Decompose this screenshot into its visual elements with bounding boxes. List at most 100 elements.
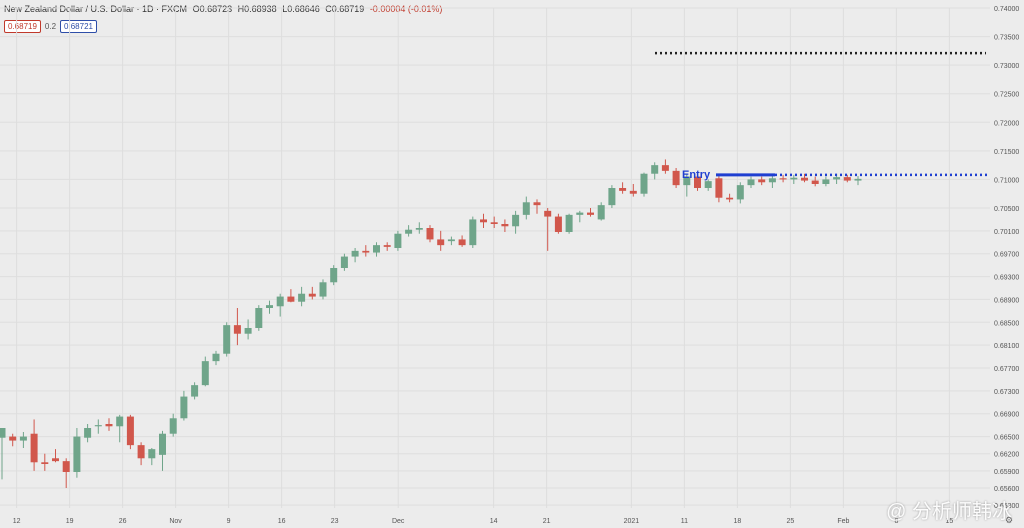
candle-body	[822, 179, 830, 184]
candle-body	[437, 239, 445, 246]
symbol-title: New Zealand Dollar / U.S. Dollar · 1D · …	[4, 4, 188, 14]
candle-body	[169, 418, 177, 434]
candle	[597, 202, 605, 221]
candle-body	[41, 462, 49, 464]
sell-button[interactable]: 0.68719	[4, 20, 41, 33]
y-tick-label: 0.70500	[994, 206, 1019, 213]
x-tick-label: 21	[543, 518, 551, 525]
candle	[126, 414, 134, 450]
candle	[736, 182, 744, 204]
candle-body	[512, 214, 520, 227]
candle	[544, 208, 552, 251]
candle	[308, 286, 316, 300]
candle-body	[223, 325, 231, 354]
open-value: O0.68723	[192, 4, 233, 14]
candle	[426, 225, 434, 243]
candle	[651, 162, 659, 180]
x-tick-label: 9	[227, 518, 231, 525]
candle	[362, 245, 370, 257]
candle-body	[287, 296, 295, 302]
candle	[501, 219, 509, 232]
y-tick-label: 0.68900	[994, 297, 1019, 304]
candle	[223, 322, 231, 357]
candle	[19, 432, 27, 448]
y-tick-label: 0.72000	[994, 120, 1019, 127]
time-axis: 12 19 26 Nov 9 16 23 Dec 14 21 2021 11 18 25 Feb 8 15 ⚙	[13, 515, 1013, 525]
candle-body	[576, 212, 584, 215]
x-tick-label: 25	[787, 518, 795, 525]
candle	[587, 208, 594, 217]
spread-value: 0.2	[44, 22, 57, 31]
candle-body	[480, 219, 487, 223]
candle	[747, 176, 755, 188]
x-tick-label: 23	[331, 518, 339, 525]
candle	[340, 253, 348, 271]
candle	[672, 168, 680, 188]
candle-body	[159, 433, 166, 455]
candle-body	[736, 185, 744, 200]
candle-body	[148, 449, 156, 459]
y-tick-label: 0.67300	[994, 389, 1019, 396]
candle-body	[0, 428, 6, 438]
candle-body	[255, 308, 263, 328]
candle-body	[62, 461, 70, 472]
x-tick-label: Dec	[392, 518, 405, 525]
candle	[811, 176, 819, 187]
watermark: @ 分析师韩冰	[886, 501, 1012, 523]
candle	[458, 235, 466, 247]
candle	[383, 242, 391, 251]
candle-body	[340, 256, 348, 268]
candle-body	[351, 250, 359, 257]
candle	[84, 424, 92, 443]
candle-body	[30, 433, 38, 463]
candle-body	[747, 179, 755, 186]
candle-body	[768, 178, 776, 183]
y-tick-label: 0.69700	[994, 252, 1019, 259]
y-tick-label: 0.66200	[994, 452, 1019, 459]
candle-body	[137, 445, 145, 459]
candle	[373, 242, 380, 257]
candle	[512, 210, 520, 234]
candle-body	[180, 396, 188, 419]
candle	[105, 418, 113, 431]
candle-body	[801, 177, 808, 181]
candle	[779, 174, 787, 183]
candle-body	[533, 202, 541, 206]
candle-body	[373, 245, 380, 253]
candle	[201, 356, 209, 387]
candle	[41, 453, 49, 471]
gear-icon[interactable]: ⚙	[1005, 515, 1013, 525]
y-tick-label: 0.65900	[994, 469, 1019, 476]
candle-body	[233, 325, 241, 334]
candle-body	[84, 428, 92, 438]
candle-body	[490, 222, 498, 224]
candle	[683, 173, 691, 197]
y-tick-label: 0.65600	[994, 486, 1019, 493]
candle	[180, 390, 188, 421]
candle	[244, 319, 252, 340]
candle-body	[469, 219, 477, 246]
candle-body	[191, 385, 199, 397]
candle	[790, 174, 798, 184]
candle-body	[212, 353, 220, 362]
candle-body	[726, 197, 734, 200]
candle-body	[779, 178, 787, 180]
candle	[62, 458, 70, 488]
y-tick-label: 0.68100	[994, 343, 1019, 350]
candle-body	[126, 416, 134, 446]
candle	[608, 185, 616, 208]
candle-body	[415, 228, 423, 230]
candle	[0, 428, 6, 480]
annotations: Entry	[655, 51, 988, 181]
candle	[287, 289, 295, 303]
candle	[73, 428, 81, 478]
candle-body	[694, 176, 701, 188]
candle	[437, 230, 445, 251]
candle	[576, 210, 584, 223]
candle	[843, 174, 851, 183]
candle-body	[619, 188, 627, 191]
candle	[490, 216, 498, 228]
candle-body	[458, 239, 466, 246]
x-tick-label: 26	[119, 518, 127, 525]
